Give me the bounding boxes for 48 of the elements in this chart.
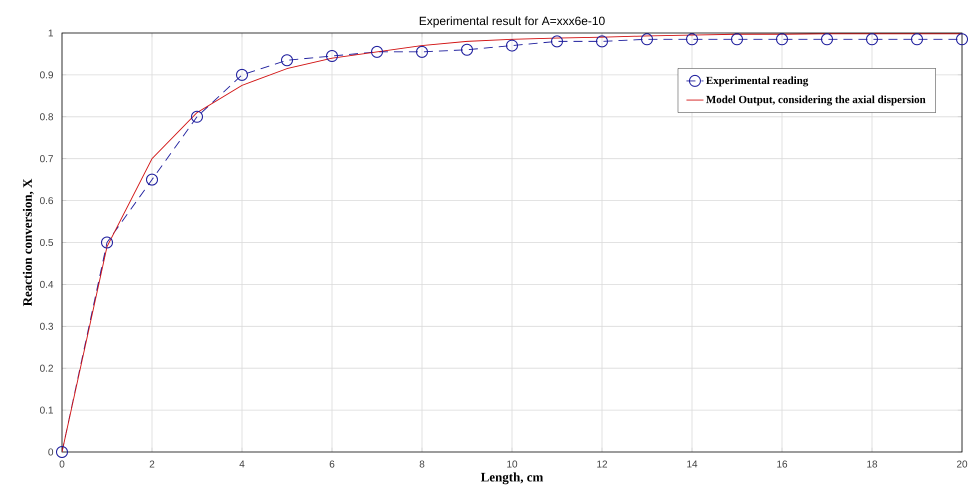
x-tick-label: 4 bbox=[239, 460, 244, 468]
x-tick-label: 6 bbox=[330, 460, 334, 468]
y-tick-label: 0.7 bbox=[40, 155, 53, 162]
point bbox=[956, 33, 968, 46]
y-tick-label: 0.9 bbox=[40, 71, 54, 78]
point bbox=[821, 33, 834, 46]
x-tick-label: 8 bbox=[420, 460, 424, 468]
point bbox=[236, 68, 248, 81]
y-tick-label: 0.4 bbox=[40, 280, 54, 288]
x-tick-label: 18 bbox=[867, 460, 878, 468]
point bbox=[101, 236, 113, 248]
x-tick-label: 20 bbox=[956, 460, 968, 468]
point bbox=[641, 33, 654, 46]
point bbox=[866, 33, 878, 46]
chart-title: Experimental result for A=xxx6e-10 bbox=[420, 16, 605, 28]
y-tick-label: 0.5 bbox=[40, 238, 54, 246]
y-tick-label: 1 bbox=[48, 30, 53, 36]
x-tick-label: 0 bbox=[60, 460, 64, 468]
y-tick-label: 0 bbox=[48, 448, 54, 456]
point bbox=[191, 110, 203, 123]
x-tick-label: 14 bbox=[687, 460, 698, 468]
point bbox=[776, 33, 788, 46]
y-tick-label: 0.8 bbox=[40, 113, 54, 120]
point bbox=[146, 174, 158, 186]
y-axis-title: Reaction conversion, X bbox=[22, 178, 34, 306]
point bbox=[911, 33, 924, 46]
point bbox=[731, 33, 744, 46]
y-tick-label: 0.1 bbox=[40, 406, 53, 414]
point bbox=[506, 40, 518, 52]
x-tick-label: 2 bbox=[150, 460, 154, 468]
point bbox=[551, 35, 564, 48]
y-tick-label: 0.6 bbox=[40, 197, 54, 204]
point bbox=[686, 33, 698, 46]
point bbox=[461, 44, 474, 56]
point bbox=[371, 46, 384, 58]
x-axis-title: Length, cm bbox=[480, 472, 544, 484]
point bbox=[56, 446, 68, 458]
x-tick-label: 10 bbox=[507, 460, 518, 468]
x-tick-label: 12 bbox=[597, 460, 608, 468]
y-tick-label: 0.2 bbox=[40, 364, 53, 372]
y-tick-label: 0.3 bbox=[40, 322, 54, 330]
point bbox=[596, 35, 608, 48]
legend-label: Experimental reading bbox=[706, 76, 808, 86]
point bbox=[416, 46, 428, 58]
x-tick-label: 16 bbox=[777, 460, 788, 468]
point bbox=[281, 54, 294, 66]
point bbox=[326, 50, 338, 62]
legend-label: Model Output, considering the axial dispersion bbox=[706, 95, 926, 106]
